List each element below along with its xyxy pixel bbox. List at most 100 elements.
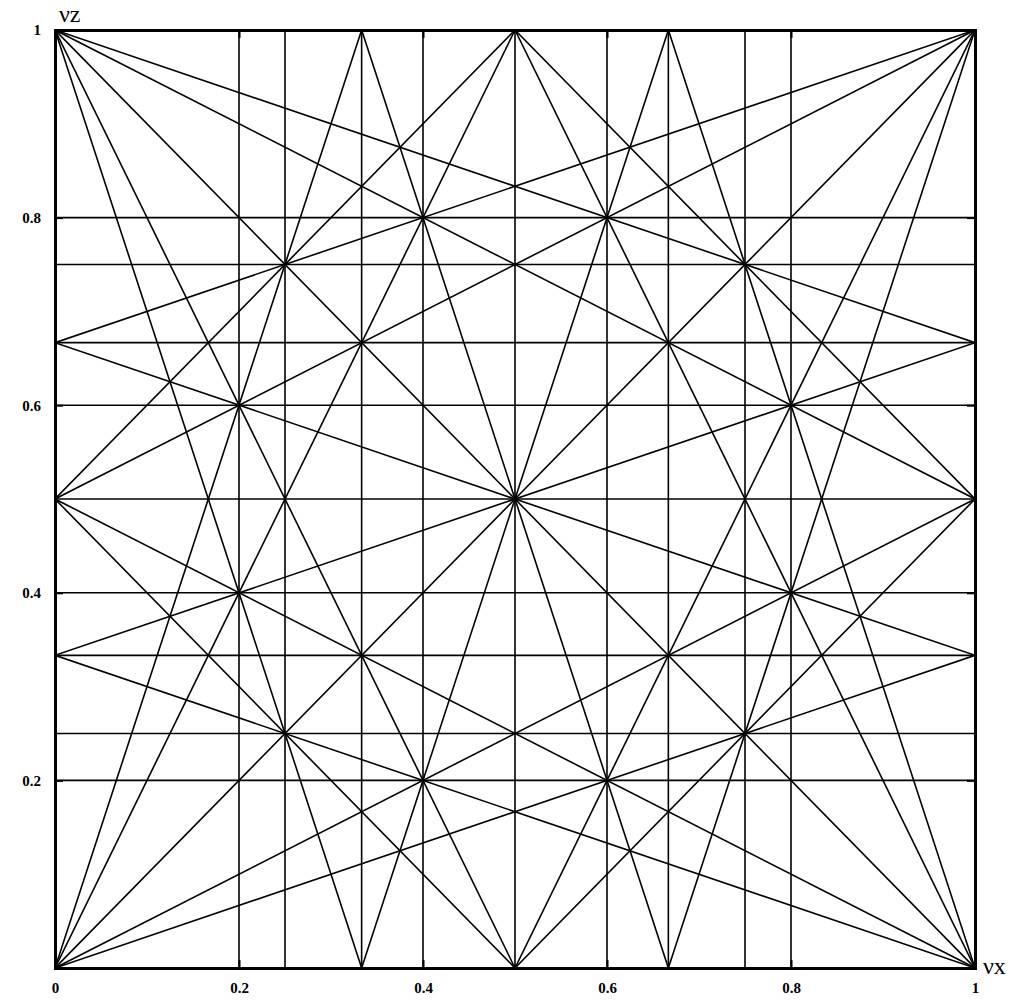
- x-tick: 0.2: [230, 960, 249, 996]
- x-tick-mark-top: [55, 30, 57, 38]
- y-axis-line: [56, 31, 64, 969]
- y-tick-label: 0.4: [22, 585, 41, 601]
- y-tick-label: 1: [34, 22, 42, 38]
- resonance-line: [55, 30, 975, 968]
- resonance-line: [668, 30, 975, 968]
- resonance-line: [515, 499, 975, 968]
- resonance-line: [606, 30, 608, 968]
- resonance-line: [55, 30, 975, 968]
- resonance-line: [55, 592, 975, 594]
- y-axis: 0.2 0.4 0.6 0.8 1: [22, 22, 63, 968]
- x-axis: 0 0.2 0.4 0.6 0.8 1: [52, 960, 980, 996]
- resonance-line: [55, 499, 975, 968]
- resonance-line: [284, 30, 286, 968]
- y-tick-mark-right: [967, 780, 975, 782]
- x-tick-top: [239, 30, 240, 38]
- resonance-line: [55, 30, 975, 343]
- y-tick: 0.8: [22, 210, 63, 226]
- resonance-line: [55, 342, 975, 344]
- x-tick-top: [55, 30, 56, 38]
- y-tick: 0.6: [22, 398, 63, 414]
- resonance-line: [55, 217, 975, 219]
- x-tick: 0.8: [782, 960, 801, 996]
- x-tick-mark-top: [791, 30, 793, 38]
- x-axis-title: νx: [983, 953, 1006, 979]
- x-tick: 0.6: [598, 960, 617, 996]
- resonance-line: [55, 655, 975, 968]
- resonance-line: [238, 30, 240, 968]
- y-tick-right: [967, 593, 975, 594]
- y-tick-label: 0.2: [22, 773, 41, 789]
- plot: 0 0.2 0.4 0.6 0.8 1 0.2 0.4 0.6 0.8 1: [22, 22, 979, 995]
- resonance-line: [55, 30, 975, 499]
- y-tick-mark-right: [967, 592, 975, 594]
- y-axis-right: [967, 31, 976, 969]
- y-tick-label: 0.6: [22, 398, 41, 414]
- lines: [55, 30, 975, 968]
- resonance-line: [668, 30, 975, 968]
- x-tick-label: 1: [972, 980, 980, 996]
- resonance-line: [515, 30, 975, 499]
- resonance-line: [55, 404, 975, 406]
- x-tick-label: 0.6: [598, 980, 617, 996]
- resonance-line: [55, 30, 515, 968]
- resonance-line: [55, 30, 975, 499]
- resonance-line: [55, 733, 975, 735]
- resonance-line: [55, 30, 362, 968]
- resonance-line: [55, 655, 975, 657]
- y-tick-mark-right: [967, 217, 975, 219]
- frame-top: [56, 31, 976, 39]
- x-tick-label: 0.8: [782, 980, 801, 996]
- x-tick-mark: [239, 960, 241, 968]
- resonance-line: [744, 30, 746, 968]
- resonance-line: [515, 30, 975, 968]
- resonance-line: [55, 30, 515, 968]
- y-tick-mark: [55, 592, 63, 594]
- x-tick-mark: [423, 960, 425, 968]
- y-tick-label: 0.8: [22, 210, 41, 226]
- x-tick-label: 0: [52, 980, 60, 996]
- resonance-line: [515, 30, 975, 968]
- x-tick-label: 0.4: [414, 980, 433, 996]
- resonance-line: [55, 780, 975, 782]
- x-tick: 0.4: [414, 960, 433, 996]
- y-tick-mark: [55, 217, 63, 219]
- x-tick-mark-top: [607, 30, 609, 38]
- resonance-line: [55, 30, 975, 343]
- x-tick-mark-top: [239, 30, 241, 38]
- resonance-line: [55, 655, 975, 968]
- resonance-line: [668, 30, 670, 968]
- resonance-line: [55, 30, 515, 499]
- y-tick-right: [967, 405, 975, 406]
- resonance-line: [55, 343, 975, 656]
- x-tick-label: 0.2: [230, 980, 249, 996]
- resonance-line: [55, 343, 975, 656]
- x-tick-top: [607, 30, 608, 38]
- resonance-line: [790, 30, 792, 968]
- y-tick: 0.4: [22, 585, 63, 601]
- x-tick-mark-top: [975, 30, 977, 38]
- y-tick-right: [967, 780, 975, 781]
- resonance-line: [55, 499, 975, 968]
- y-tick: 0.2: [22, 773, 63, 789]
- x-axis-line: [56, 960, 976, 969]
- resonance-line: [55, 30, 362, 968]
- resonance-line: [55, 499, 515, 968]
- x-tick-top: [423, 30, 424, 38]
- resonance-line: [55, 264, 975, 266]
- y-tick-right: [967, 218, 975, 219]
- chart: 00.20.40.60.810.20.40.60.81νxνz: [0, 0, 1023, 1006]
- x-tick-mark: [791, 960, 793, 968]
- y-tick-mark: [55, 405, 63, 407]
- x-tick-mark-top: [423, 30, 425, 38]
- x-tick-top: [791, 30, 792, 38]
- resonance-line: [361, 30, 363, 968]
- resonance-line: [422, 30, 424, 968]
- y-tick-mark-right: [967, 405, 975, 407]
- x-axis-top: [56, 30, 976, 38]
- frame-right: [967, 31, 976, 969]
- x-tick-mark: [607, 960, 609, 968]
- x-tick-top: [975, 30, 976, 38]
- y-tick-mark: [55, 780, 63, 782]
- y-axis-title: νz: [59, 1, 81, 27]
